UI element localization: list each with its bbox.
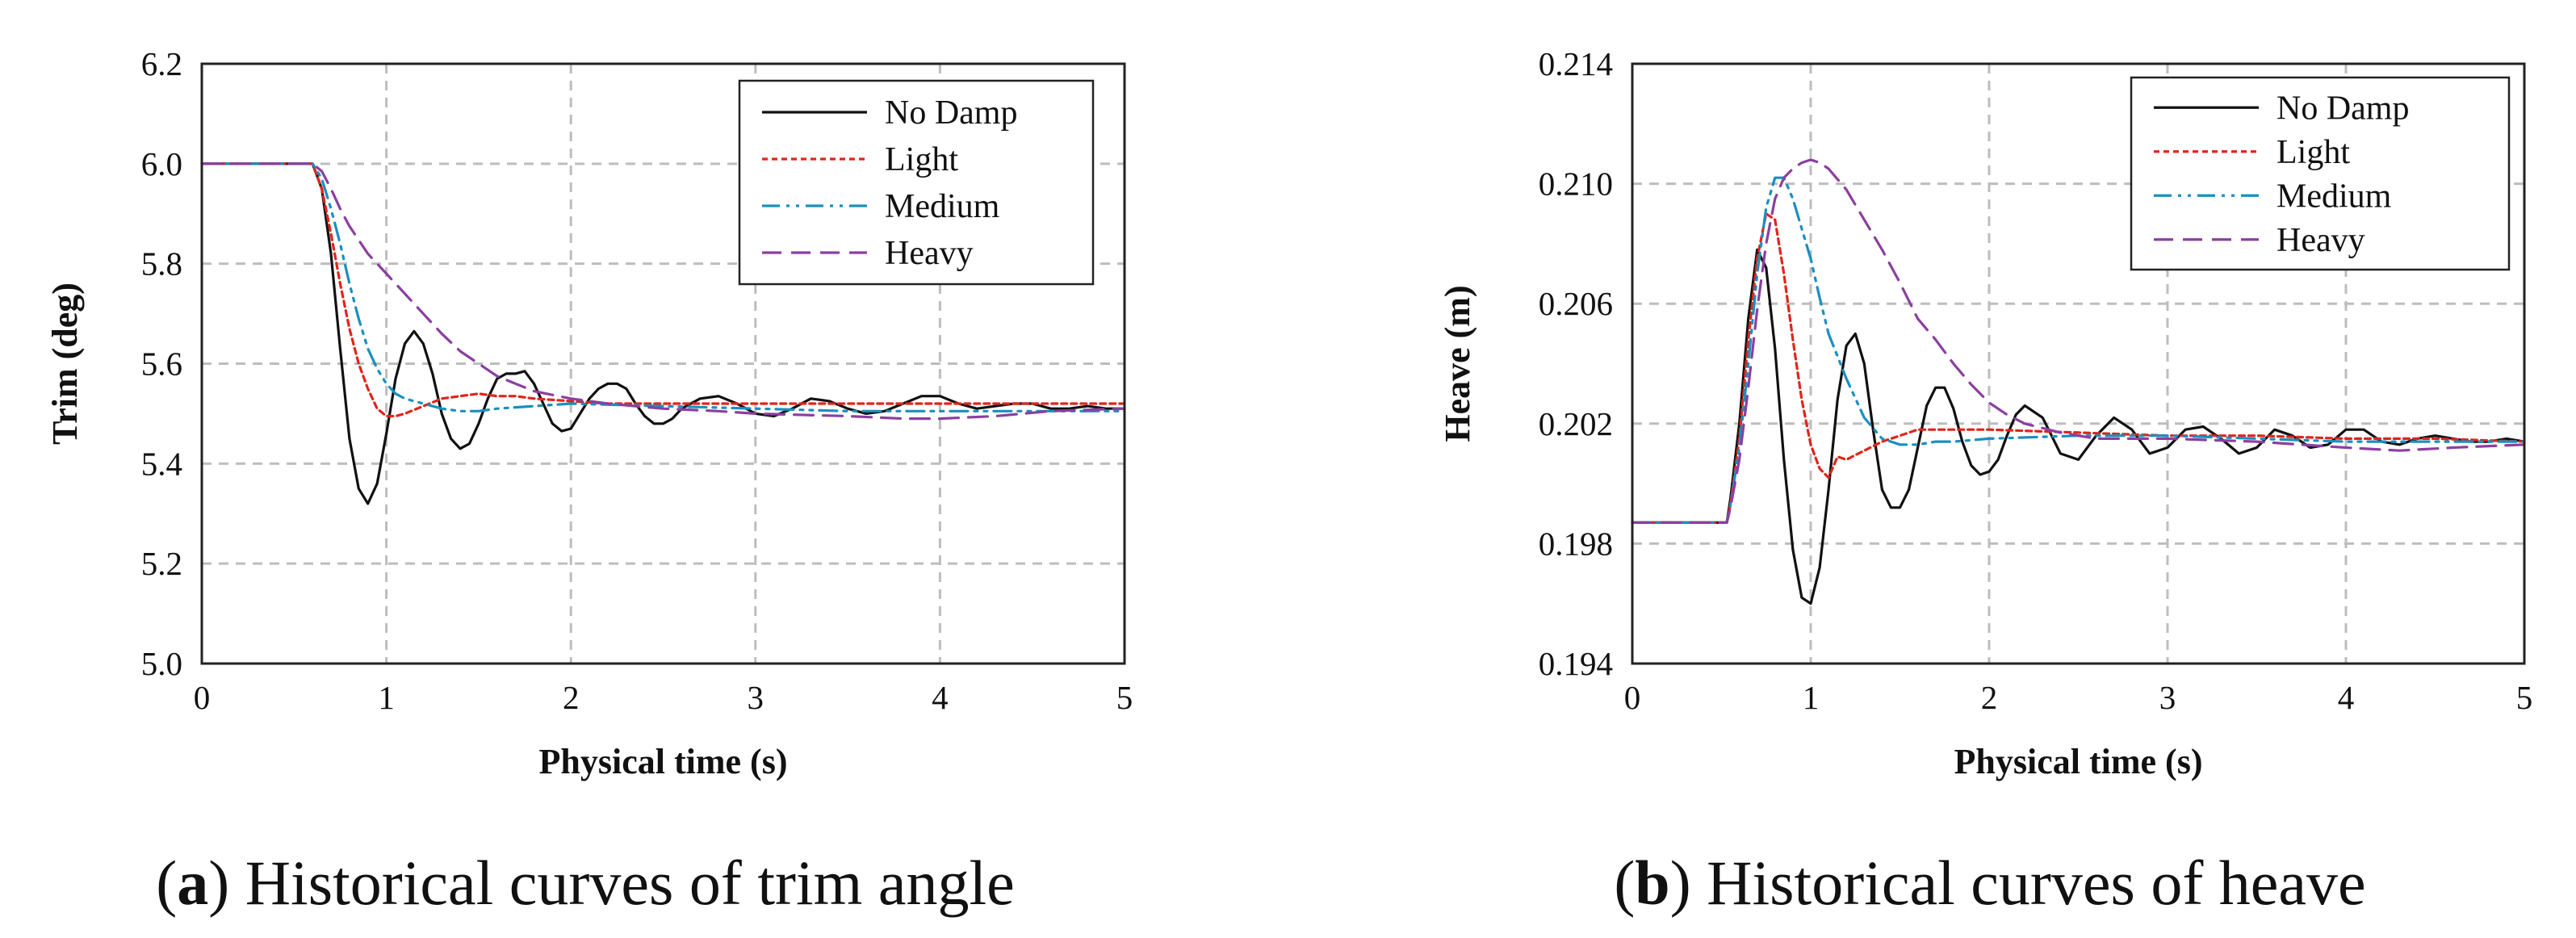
heave-legend-label: Heavy [2277, 222, 2365, 259]
trim-legend: No Damp Light Medium Heavy [738, 79, 1095, 286]
heave-series-light [1631, 212, 2526, 525]
trim-plot-frame [200, 62, 1126, 665]
trim-legend-box [738, 79, 1095, 286]
trim-series-light [200, 162, 1126, 418]
trim-legend-label: Medium [885, 188, 1000, 225]
heave-y-axis-title: Heave (m) [1438, 285, 1477, 442]
heave-y-tick-labels: 0.194 0.198 0.202 0.206 0.210 0.214 [1539, 45, 1613, 682]
heave-y-tick-label: 0.198 [1539, 525, 1613, 562]
trim-y-tick-labels: 5.0 5.2 5.4 5.6 5.8 6.0 6.2 [141, 45, 182, 682]
trim-x-axis-title: Physical time (s) [539, 742, 788, 781]
heave-plot-frame [1631, 62, 2526, 665]
trim-x-tick-label: 0 [194, 679, 211, 716]
heave-x-tick-label: 0 [1624, 679, 1641, 716]
heave-x-tick-label: 1 [1803, 679, 1820, 716]
heave-x-axis-title: Physical time (s) [1954, 742, 2203, 781]
trim-y-tick-label: 5.0 [141, 645, 182, 682]
heave-y-tick-label: 0.194 [1539, 645, 1613, 682]
caption-b-text: Historical curves of heave [1707, 848, 2366, 918]
heave-x-tick-label: 5 [2516, 679, 2533, 716]
trim-y-tick-label: 5.8 [141, 245, 182, 283]
trim-y-tick-label: 5.2 [141, 545, 182, 582]
trim-x-tick-label: 4 [932, 679, 949, 716]
heave-series-heavy [1631, 158, 2526, 525]
heave-legend-label: Medium [2277, 178, 2392, 215]
trim-legend-label: Heavy [885, 235, 974, 272]
heave-legend-box [2130, 76, 2511, 271]
heave-y-tick-label: 0.214 [1539, 45, 1613, 82]
heave-x-tick-label: 4 [2338, 679, 2355, 716]
trim-series-medium [200, 162, 1126, 412]
heave-chart: 0 1 2 3 4 5 0.194 0.198 0.202 0.206 0.210 0.214 Ph… [1438, 45, 2532, 781]
trim-x-tick-label: 2 [563, 679, 580, 716]
trim-x-tick-labels: 0 1 2 3 4 5 [194, 679, 1133, 716]
trim-y-tick-label: 5.6 [141, 345, 182, 383]
heave-series-medium [1631, 176, 2526, 525]
trim-series-heavy [200, 162, 1126, 421]
heave-legend: No Damp Light Medium Heavy [2130, 76, 2511, 271]
heave-series-group [1631, 158, 2526, 605]
heave-legend-label: Light [2277, 134, 2350, 171]
trim-x-tick-label: 5 [1116, 679, 1133, 716]
trim-x-tick-label: 1 [378, 679, 395, 716]
trim-chart: 0 1 2 3 4 5 5.0 5.2 5.4 5.6 5.8 6.0 6.2 Physical ti… [45, 45, 1133, 781]
trim-legend-label: Light [885, 141, 958, 178]
trim-y-tick-label: 6.2 [141, 45, 182, 82]
trim-series-no-damp [200, 162, 1126, 505]
trim-y-axis-title: Trim (deg) [45, 283, 85, 445]
caption-b-label: b [1635, 848, 1669, 918]
trim-legend-label: No Damp [885, 94, 1017, 132]
caption-a-text: Historical curves of trim angle [245, 848, 1015, 918]
heave-x-tick-labels: 0 1 2 3 4 5 [1624, 679, 2533, 716]
heave-y-tick-label: 0.206 [1539, 285, 1613, 322]
trim-series-group [200, 162, 1126, 505]
heave-legend-label: No Damp [2277, 90, 2409, 127]
trim-x-tick-label: 3 [748, 679, 764, 716]
caption-a-label: a [177, 848, 208, 918]
trim-y-tick-label: 6.0 [141, 145, 182, 182]
caption-a: (a) Historical curves of trim angle [156, 848, 1015, 918]
heave-y-tick-label: 0.202 [1539, 405, 1613, 442]
heave-x-tick-label: 3 [2159, 679, 2176, 716]
heave-x-tick-label: 2 [1981, 679, 1998, 716]
heave-y-tick-label: 0.210 [1539, 165, 1613, 203]
trim-y-tick-label: 5.4 [141, 445, 182, 482]
heave-grid [1632, 64, 2524, 664]
caption-b: (b) Historical curves of heave [1614, 848, 2365, 918]
